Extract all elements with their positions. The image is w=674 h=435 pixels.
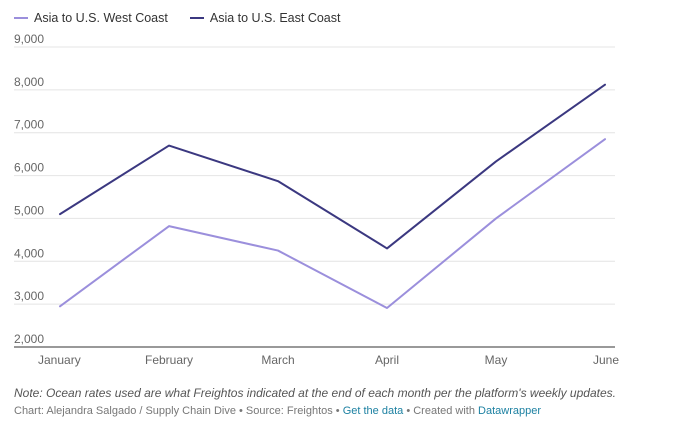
y-tick-label: 5,000 [14,203,44,217]
x-tick-label: April [375,353,399,367]
legend-label-east: Asia to U.S. East Coast [209,11,341,25]
y-tick-label: 6,000 [14,161,44,175]
line-chart: 2,000 3,000 4,000 5,000 6,000 7,000 8,000 9,000… [14,32,619,367]
y-tick-label: 7,000 [14,118,44,132]
legend-label-west: Asia to U.S. West Coast [34,11,168,25]
x-tick-label: June [593,353,619,367]
legend-swatch-east [189,17,204,19]
created-with-text: • Created with [403,405,479,417]
legend-item-east: Asia to U.S. East Coast [189,11,341,25]
y-tick-label: 8,000 [14,75,44,89]
legend-swatch-west [14,17,28,19]
chart-credits: Chart: Alejandra Salgado / Supply Chain … [14,405,541,417]
x-tick-label: January [38,353,81,367]
y-tick-label: 4,000 [14,246,44,260]
datawrapper-link[interactable]: Datawrapper [478,405,542,417]
x-tick-label: March [261,353,294,367]
legend: Asia to U.S. West Coast Asia to U.S. Eas… [14,11,340,25]
x-tick-label: May [485,353,508,367]
legend-item-west: Asia to U.S. West Coast [14,11,168,25]
series-line-east-coast [59,83,606,250]
y-tick-label: 3,000 [14,289,44,303]
x-tick-label: February [145,353,193,367]
chart-note: Note: Ocean rates used are what Freighto… [14,386,616,400]
credit-text: Chart: Alejandra Salgado / Supply Chain … [14,405,343,417]
get-data-link[interactable]: Get the data [342,405,404,417]
y-tick-label: 9,000 [14,32,44,46]
series-line-west-coast [59,138,606,309]
y-tick-label: 2,000 [14,332,44,346]
